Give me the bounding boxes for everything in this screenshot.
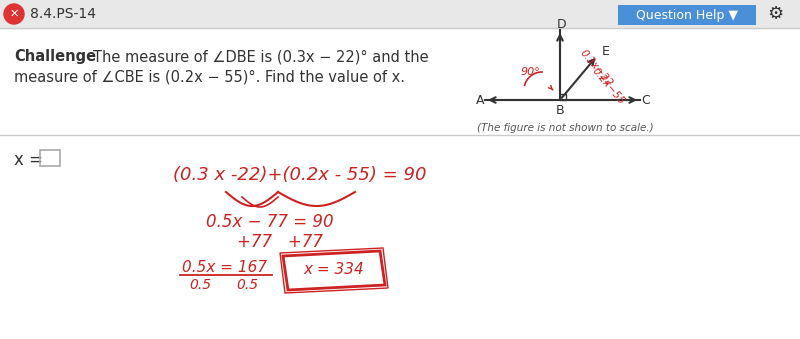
Circle shape (4, 4, 24, 24)
Text: 0.5: 0.5 (236, 278, 258, 292)
Text: 8.4.PS-14: 8.4.PS-14 (30, 7, 96, 21)
Text: B: B (556, 104, 564, 118)
Text: (0.3 x -22)+(0.2x - 55) = 90: (0.3 x -22)+(0.2x - 55) = 90 (174, 166, 426, 184)
Text: 0.5: 0.5 (189, 278, 211, 292)
Bar (0, 0, 800, 28)
Text: A: A (476, 94, 484, 106)
Text: 0.5x − 77 = 90: 0.5x − 77 = 90 (206, 213, 334, 231)
Text: D: D (557, 18, 567, 31)
Text: The measure of ∠DBE is (0.3x − 22)° and the: The measure of ∠DBE is (0.3x − 22)° and … (93, 49, 429, 64)
Bar (40, 150, 60, 166)
Text: C: C (642, 94, 650, 106)
Text: 0.5x = 167: 0.5x = 167 (182, 260, 267, 276)
Text: Challenge: Challenge (14, 49, 96, 64)
Text: Question Help ▼: Question Help ▼ (636, 8, 738, 21)
Text: ⚙: ⚙ (767, 5, 783, 23)
Text: ✕: ✕ (10, 9, 18, 19)
Text: +77   +77: +77 +77 (237, 233, 323, 251)
Text: 0.3x−22: 0.3x−22 (578, 48, 614, 88)
Text: x = 334: x = 334 (304, 262, 364, 278)
Text: (The figure is not shown to scale.): (The figure is not shown to scale.) (477, 123, 654, 133)
Bar (560, 94, 566, 100)
Text: 0.2x−55: 0.2x−55 (590, 66, 626, 106)
Bar (618, 5, 756, 25)
Text: 90°: 90° (520, 67, 540, 77)
Text: E: E (602, 45, 610, 58)
Text: x =: x = (14, 151, 43, 169)
Text: measure of ∠CBE is (0.2x − 55)°. Find the value of x.: measure of ∠CBE is (0.2x − 55)°. Find th… (14, 69, 405, 84)
